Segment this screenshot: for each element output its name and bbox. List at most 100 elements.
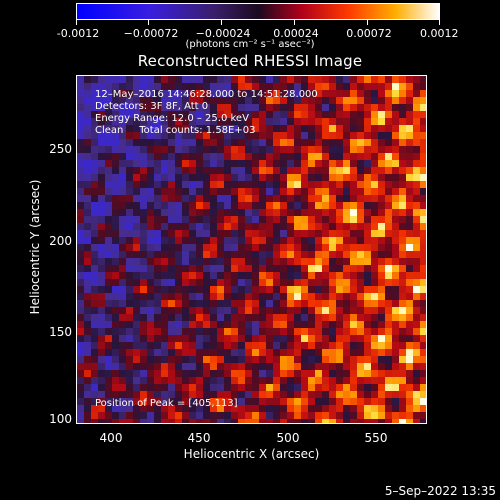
heatmap-cell — [84, 244, 91, 251]
y-tick-label: 200 — [49, 234, 72, 248]
heatmap-cell — [196, 370, 203, 377]
heatmap-cell — [161, 132, 168, 139]
heatmap-cell — [168, 111, 175, 118]
heatmap-cell — [371, 76, 378, 83]
heatmap-cell — [406, 209, 413, 216]
heatmap-cell — [357, 104, 364, 111]
heatmap-cell — [189, 279, 196, 286]
heatmap-cell — [392, 300, 399, 307]
heatmap-cell — [126, 118, 133, 125]
heatmap-cell — [364, 356, 371, 363]
heatmap-cell — [147, 405, 154, 412]
heatmap-cell — [231, 286, 238, 293]
heatmap-cell — [336, 279, 343, 286]
heatmap-cell — [364, 97, 371, 104]
heatmap-cell — [364, 230, 371, 237]
heatmap-cell — [301, 279, 308, 286]
heatmap-cell — [378, 174, 385, 181]
heatmap-cell — [392, 118, 399, 125]
heatmap-cell — [350, 398, 357, 405]
heatmap-cell — [266, 342, 273, 349]
heatmap-cell — [301, 412, 308, 419]
heatmap-cell — [273, 104, 280, 111]
heatmap-cell — [91, 118, 98, 125]
heatmap-cell — [98, 76, 105, 83]
heatmap-cell — [364, 265, 371, 272]
heatmap-cell — [287, 90, 294, 97]
heatmap-cell — [112, 349, 119, 356]
heatmap-cell — [294, 314, 301, 321]
heatmap-cell — [343, 237, 350, 244]
heatmap-cell — [399, 412, 406, 419]
heatmap-cell — [98, 314, 105, 321]
heatmap-cell — [147, 286, 154, 293]
heatmap-cell — [182, 111, 189, 118]
heatmap-cell — [392, 363, 399, 370]
heatmap-cell — [154, 279, 161, 286]
heatmap-cell — [238, 405, 245, 412]
heatmap-cell — [329, 300, 336, 307]
heatmap-cell — [294, 391, 301, 398]
heatmap-cell — [399, 125, 406, 132]
heatmap-cell — [189, 265, 196, 272]
heatmap-cell — [91, 111, 98, 118]
heatmap-cell — [385, 258, 392, 265]
heatmap-cell — [350, 146, 357, 153]
heatmap-cell — [119, 384, 126, 391]
heatmap-cell — [413, 258, 420, 265]
heatmap-cell — [294, 286, 301, 293]
heatmap-cell — [294, 104, 301, 111]
heatmap-cell — [266, 300, 273, 307]
heatmap-cell — [175, 97, 182, 104]
heatmap-cell — [350, 125, 357, 132]
heatmap-cell — [266, 167, 273, 174]
heatmap-cell — [406, 335, 413, 342]
heatmap-cell — [161, 90, 168, 97]
heatmap-cell — [112, 251, 119, 258]
heatmap-cell — [105, 174, 112, 181]
heatmap-cell — [140, 125, 147, 132]
heatmap-cell — [413, 405, 420, 412]
heatmap-cell — [308, 412, 315, 419]
heatmap-cell — [294, 146, 301, 153]
heatmap-cell — [119, 279, 126, 286]
heatmap-cell — [77, 76, 84, 83]
heatmap-cell — [189, 139, 196, 146]
heatmap-cell — [161, 216, 168, 223]
heatmap-cell — [168, 174, 175, 181]
heatmap-cell — [175, 188, 182, 195]
heatmap-cell — [168, 223, 175, 230]
colorbar-tick — [76, 20, 77, 25]
heatmap-cell — [175, 90, 182, 97]
heatmap-cell — [154, 265, 161, 272]
heatmap-cell — [371, 314, 378, 321]
heatmap-cell — [280, 391, 287, 398]
heatmap-cell — [329, 230, 336, 237]
heatmap-cell — [105, 118, 112, 125]
heatmap-cell — [364, 76, 371, 83]
heatmap-cell — [385, 265, 392, 272]
heatmap-cell — [406, 272, 413, 279]
heatmap-cell — [112, 279, 119, 286]
heatmap-cell — [245, 153, 252, 160]
heatmap-cell — [91, 209, 98, 216]
heatmap-cell — [238, 139, 245, 146]
heatmap-cell — [182, 146, 189, 153]
heatmap-cell — [280, 356, 287, 363]
heatmap-cell — [287, 104, 294, 111]
heatmap-cell — [385, 384, 392, 391]
heatmap-cell — [147, 279, 154, 286]
heatmap-cell — [371, 167, 378, 174]
heatmap-cell — [280, 174, 287, 181]
heatmap-cell — [385, 83, 392, 90]
heatmap-cell — [266, 111, 273, 118]
heatmap-cell — [413, 279, 420, 286]
heatmap-cell — [287, 272, 294, 279]
heatmap-cell — [91, 160, 98, 167]
heatmap-cell — [77, 90, 84, 97]
heatmap-cell — [161, 412, 168, 419]
heatmap-cell — [266, 202, 273, 209]
heatmap-cell — [126, 139, 133, 146]
heatmap-cell — [399, 160, 406, 167]
heatmap-cell — [217, 391, 224, 398]
